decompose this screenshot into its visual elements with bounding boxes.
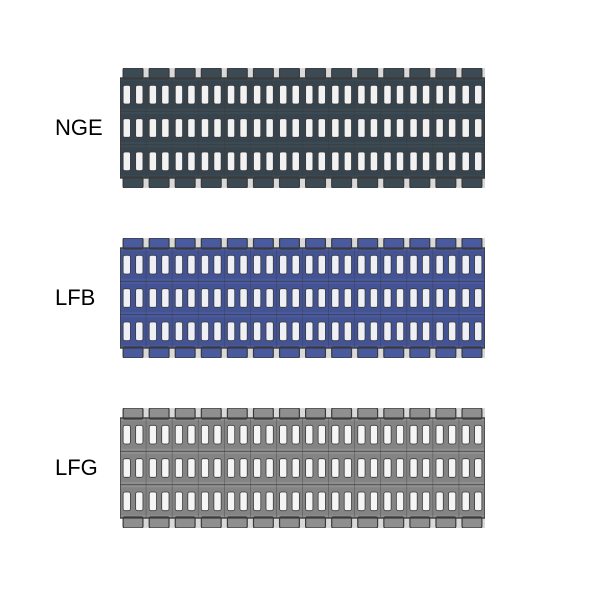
belt-pattern-icon <box>120 238 485 358</box>
variant-row-lfg: LFG <box>0 408 600 528</box>
variant-label: NGE <box>0 115 120 141</box>
variant-row-nge: NGE <box>0 68 600 188</box>
page: NGE LFB LFG <box>0 0 600 600</box>
variant-swatch <box>120 408 485 528</box>
variant-label: LFB <box>0 285 120 311</box>
variant-row-lfb: LFB <box>0 238 600 358</box>
belt-pattern-icon <box>120 408 485 528</box>
belt-pattern-icon <box>120 68 485 188</box>
variant-label: LFG <box>0 455 120 481</box>
variant-swatch <box>120 68 485 188</box>
variant-swatch <box>120 238 485 358</box>
